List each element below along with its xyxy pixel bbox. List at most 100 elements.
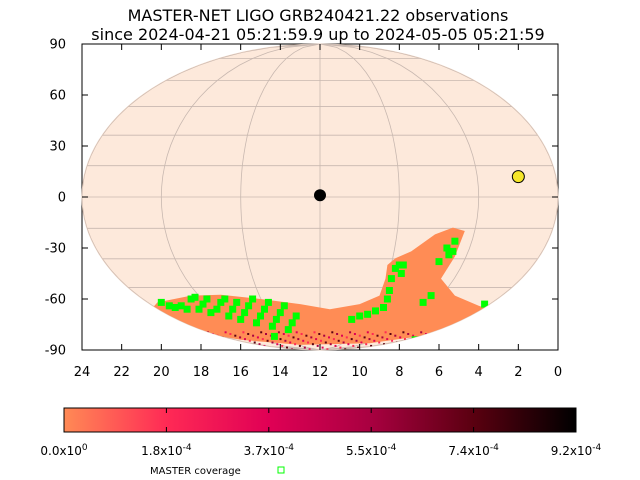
high-probability-pixel [423,344,426,347]
high-probability-pixel [368,338,371,341]
coverage-field [385,287,393,294]
high-probability-pixel [247,333,250,335]
chart-title-line2: since 2024-04-21 05:21:59.9 up to 2024-0… [91,25,545,44]
coverage-field [253,319,260,327]
colorbar: 0.0x100 1.8x10-4 3.7x10-4 5.5x10-4 7.4x10-4 9… [40,407,601,458]
high-probability-pixel [342,341,345,344]
high-probability-pixel [252,334,255,337]
coverage-field [257,312,264,320]
high-probability-pixel [244,338,246,341]
high-probability-pixel [328,336,330,339]
high-probability-pixel [242,331,245,334]
x-tick-label: 4 [475,365,483,380]
high-probability-pixel [214,346,217,349]
coverage-field [187,295,195,303]
high-probability-pixel [399,336,402,339]
high-probability-pixel [420,331,423,334]
high-probability-pixel [213,339,216,342]
legend-label: MASTER coverage [150,466,241,477]
coverage-field [203,295,211,303]
coverage-field [348,315,356,323]
high-probability-pixel [307,341,309,344]
coverage-field [241,309,249,317]
high-probability-pixel [421,338,424,341]
x-tick-label: 20 [153,365,170,380]
high-probability-pixel [234,334,237,337]
legend-swatch [277,466,285,474]
high-probability-pixel [384,331,387,334]
high-probability-pixel [323,334,326,337]
high-probability-pixel [256,336,259,339]
map-layer [81,43,559,351]
high-probability-pixel [179,346,182,349]
high-probability-pixel [350,338,353,341]
coverage-field [233,298,241,306]
high-probability-pixel [353,333,356,335]
coverage-field [268,322,276,330]
high-probability-pixel [284,339,287,342]
high-probability-pixel [276,343,279,346]
x-tick-label: 22 [113,365,130,380]
coverage-field [221,295,229,303]
high-probability-pixel [266,339,269,342]
colorbar-scale [63,407,577,433]
coverage-field [435,258,443,266]
coverage-field [451,237,459,245]
high-probability-pixel [355,339,358,342]
y-tick-label: 30 [49,140,66,155]
x-tick-label: 10 [351,365,368,380]
high-probability-pixel [404,338,406,341]
high-probability-pixel [193,333,196,335]
high-probability-pixel [294,343,297,346]
high-probability-pixel [286,346,288,349]
high-probability-pixel [177,339,180,342]
coverage-field [225,312,233,320]
high-probability-pixel [315,338,318,341]
coverage-field [445,251,453,259]
coverage-field [387,275,395,283]
high-probability-pixel [271,341,274,344]
high-probability-pixel [365,343,368,346]
high-probability-pixel [218,341,221,344]
high-probability-pixel [383,343,385,346]
high-probability-pixel [337,339,340,342]
coverage-field [427,292,435,300]
high-probability-pixel [190,338,193,341]
high-probability-pixel [223,343,225,346]
high-probability-pixel [345,336,348,339]
high-probability-pixel [229,333,232,335]
coverage-field [177,302,185,310]
high-probability-pixel [277,331,280,334]
high-probability-pixel [261,338,264,341]
high-probability-pixel [339,346,342,349]
x-tick-label: 16 [232,365,249,380]
high-probability-pixel [363,336,366,339]
high-probability-pixel [248,339,251,342]
high-probability-pixel [287,334,290,337]
high-probability-pixel [326,348,329,350]
chart-title: MASTER-NET LIGO GRB240421.22 observation… [0,6,636,44]
high-probability-pixel [360,341,363,344]
high-probability-pixel [374,346,377,349]
high-probability-pixel [308,348,311,350]
y-tick-label: 90 [49,38,66,53]
high-probability-pixel [302,339,305,342]
coverage-field [199,300,207,308]
high-probability-pixel [198,334,201,337]
x-tick-label: 14 [272,365,289,380]
high-probability-pixel [231,339,234,342]
coverage-field [280,302,288,310]
high-probability-pixel [358,334,361,337]
high-probability-pixel [200,341,203,344]
high-probability-pixel [227,344,230,347]
high-probability-pixel [324,341,327,344]
high-probability-pixel [171,331,174,334]
coverage-field [443,244,451,252]
high-probability-pixel [418,343,421,346]
colorbar-label: 5.5x10-4 [346,443,397,458]
colorbar-label: 3.7x10-4 [244,443,295,458]
coverage-field [391,264,399,272]
high-probability-pixel [305,334,308,337]
coverage-field [217,298,225,306]
